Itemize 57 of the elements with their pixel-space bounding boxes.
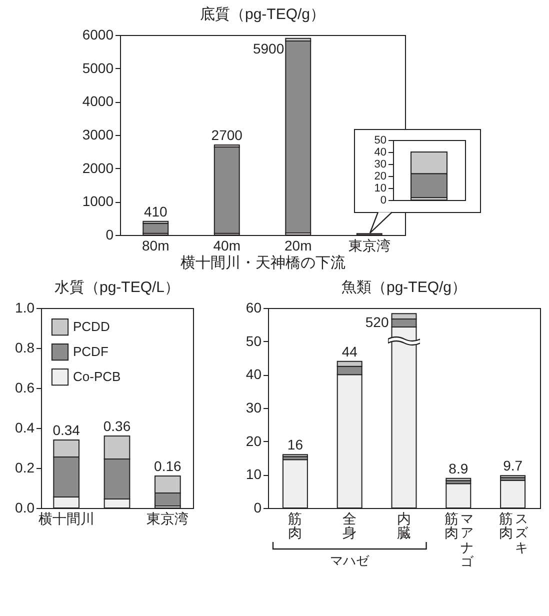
- y-tick-label: 40: [374, 146, 386, 158]
- total-label: 44: [342, 343, 358, 360]
- legend-label: PCDF: [73, 344, 108, 359]
- x-tick-label: 東京湾: [348, 238, 390, 254]
- total-label: 2700: [211, 127, 243, 143]
- x-tick-label: 20m: [284, 238, 312, 254]
- x-tick-label: 筋肉: [444, 510, 458, 540]
- x-axis-title: 横十間川・天神橋の下流: [180, 254, 346, 272]
- total-label: 0.36: [103, 418, 131, 434]
- y-tick-label: 0: [254, 500, 262, 516]
- x-tick-label: 東京湾: [146, 510, 189, 526]
- y-tick-label: 30: [374, 158, 386, 170]
- text: マハゼ: [330, 552, 370, 570]
- total-label: 9.7: [503, 458, 523, 474]
- x-tick-label: 80m: [142, 238, 170, 254]
- text: マアナゴ: [460, 511, 474, 570]
- y-tick-label: 10: [374, 182, 386, 194]
- y-tick-label: 20: [246, 432, 262, 449]
- chart-title: 底質（pg-TEQ/g）: [200, 6, 326, 23]
- y-tick-label: 10: [246, 466, 262, 482]
- y-tick-label: 0.8: [15, 340, 35, 356]
- y-tick-label: 0.6: [15, 380, 35, 396]
- annotation: 520: [365, 314, 389, 330]
- y-tick-label: 0: [106, 226, 114, 242]
- y-tick-label: 5000: [82, 60, 114, 76]
- y-tick-label: 50: [246, 332, 262, 349]
- y-tick-label: 1.0: [15, 300, 35, 316]
- y-tick-label: 40: [246, 366, 262, 382]
- chart-title: 魚類（pg-TEQ/g）: [341, 279, 467, 296]
- y-tick-label: 20: [374, 170, 386, 182]
- total-label: 0.16: [154, 458, 182, 474]
- total-label: 0.34: [52, 422, 80, 438]
- x-tick-label: 40m: [213, 238, 240, 254]
- x-tick-label: 全身: [342, 510, 357, 540]
- y-tick-label: 0.2: [15, 460, 35, 476]
- text: スズキ: [514, 511, 528, 555]
- y-tick-label: 0.4: [15, 420, 35, 436]
- y-tick-label: 0.0: [15, 500, 35, 516]
- y-tick-label: 4000: [82, 93, 114, 110]
- x-tick-label: 筋肉: [498, 510, 513, 540]
- y-tick-label: 30: [246, 400, 262, 416]
- y-tick-label: 3000: [82, 126, 114, 142]
- y-tick-label: 2000: [82, 160, 114, 176]
- legend-label: PCDD: [73, 319, 110, 334]
- y-tick-label: 50: [374, 134, 386, 146]
- y-tick-label: 60: [246, 300, 262, 316]
- x-tick-label: 横十間川: [38, 510, 94, 526]
- y-tick-label: 0: [380, 194, 386, 206]
- y-tick-label: 6000: [82, 26, 114, 42]
- total-label: 410: [144, 203, 168, 220]
- legend-label: Co-PCB: [73, 369, 121, 384]
- y-tick-label: 1000: [82, 193, 114, 210]
- total-label: 5900: [252, 40, 284, 56]
- x-tick-label: 内臓: [397, 510, 411, 540]
- total-label: 8.9: [448, 460, 468, 476]
- x-tick-label: 筋肉: [288, 510, 302, 540]
- total-label: 16: [287, 436, 304, 453]
